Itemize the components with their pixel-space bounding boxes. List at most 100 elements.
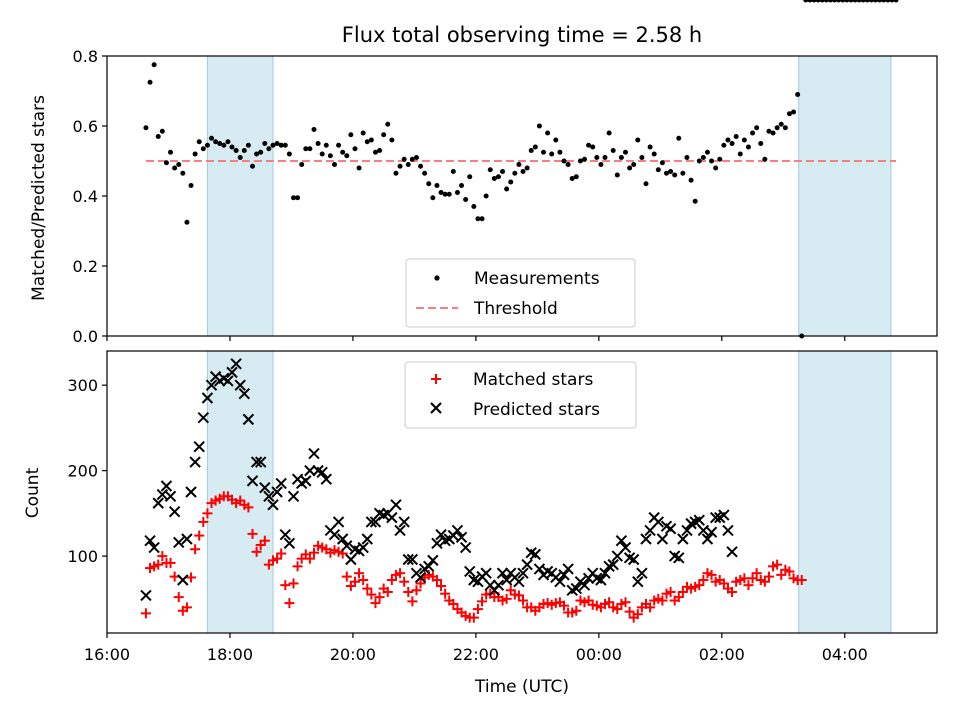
measurement-point bbox=[602, 155, 608, 160]
predicted-star-point bbox=[148, 541, 160, 554]
predicted-star-point bbox=[230, 358, 242, 370]
measurement-point bbox=[176, 162, 182, 167]
measurement-point bbox=[389, 137, 395, 143]
measurement-point bbox=[274, 141, 280, 146]
measurement-point bbox=[172, 165, 178, 171]
predicted-star-point bbox=[554, 576, 566, 588]
predicted-star-point bbox=[185, 486, 197, 498]
measurement-point bbox=[491, 176, 497, 181]
predicted-star-point bbox=[619, 541, 632, 554]
measurement-point bbox=[250, 163, 256, 169]
legend-predicted-marker bbox=[430, 402, 442, 414]
measurement-point bbox=[516, 162, 522, 167]
y-tick-label: 300 bbox=[67, 376, 98, 395]
measurement-point bbox=[524, 165, 530, 171]
predicted-star-point bbox=[181, 533, 193, 545]
predicted-star-point bbox=[664, 523, 677, 535]
measurement-point bbox=[147, 79, 153, 85]
measurement-point bbox=[766, 128, 772, 134]
measurement-point bbox=[303, 146, 309, 152]
predicted-star-point bbox=[451, 524, 464, 537]
matched-star-point bbox=[190, 544, 201, 555]
predicted-star-point bbox=[644, 524, 656, 537]
measurement-point bbox=[512, 170, 518, 176]
measurement-point bbox=[569, 176, 575, 181]
predicted-star-point bbox=[238, 388, 251, 400]
predicted-star-point bbox=[164, 490, 177, 502]
predicted-star-point bbox=[562, 563, 574, 575]
predicted-star-point bbox=[406, 553, 419, 566]
matched-star-point bbox=[403, 586, 414, 597]
predicted-star-point bbox=[246, 475, 259, 487]
measurement-point bbox=[159, 128, 165, 134]
measurement-point bbox=[856, 0, 862, 3]
measurement-point bbox=[754, 125, 760, 131]
predicted-star-point bbox=[271, 486, 283, 498]
measurement-point bbox=[352, 146, 358, 152]
matched-star-point bbox=[747, 573, 758, 584]
measurement-point bbox=[348, 132, 354, 138]
predicted-star-point bbox=[168, 505, 181, 518]
bottom-legend: Matched stars Predicted stars bbox=[404, 361, 637, 429]
top-legend-box bbox=[405, 258, 636, 328]
predicted-star-point bbox=[332, 516, 345, 528]
predicted-star-point bbox=[300, 475, 312, 487]
matched-star-point bbox=[362, 583, 373, 594]
measurement-point bbox=[278, 142, 284, 148]
legend-matched-label: Matched stars bbox=[473, 370, 593, 390]
predicted-star-point bbox=[402, 553, 414, 566]
measurement-point bbox=[377, 148, 383, 153]
predicted-star-point bbox=[459, 541, 472, 554]
matched-star-point bbox=[276, 548, 287, 559]
predicted-star-point bbox=[320, 473, 332, 485]
measurement-point bbox=[262, 141, 268, 146]
measurement-point bbox=[823, 0, 829, 3]
measurement-point bbox=[553, 137, 559, 143]
measurement-point bbox=[762, 156, 768, 162]
measurement-point bbox=[668, 169, 674, 174]
predicted-star-point bbox=[718, 509, 730, 521]
measurement-point bbox=[782, 125, 788, 131]
y-tick-label: 0.4 bbox=[73, 187, 98, 206]
observing-window-shade bbox=[798, 55, 892, 337]
predicted-star-point bbox=[308, 447, 320, 460]
measurement-point bbox=[778, 121, 784, 127]
measurement-point bbox=[155, 134, 161, 139]
predicted-star-point bbox=[341, 540, 353, 552]
y-tick-label: 0.8 bbox=[73, 47, 98, 66]
predicted-star-point bbox=[656, 533, 669, 545]
measurement-point bbox=[418, 163, 424, 169]
measurement-point bbox=[864, 0, 870, 3]
predicted-star-point bbox=[558, 569, 570, 581]
matched-star-point bbox=[280, 580, 291, 591]
matched-star-point bbox=[571, 605, 582, 616]
measurement-point bbox=[618, 155, 624, 160]
measurement-point bbox=[319, 151, 325, 157]
legend-threshold-label: Threshold bbox=[473, 299, 558, 319]
y-tick-label: 0.2 bbox=[73, 257, 98, 276]
measurement-point bbox=[807, 0, 813, 3]
predicted-star-point bbox=[152, 497, 164, 509]
measurement-point bbox=[614, 172, 620, 178]
matched-star-point bbox=[259, 535, 270, 546]
predicted-star-point bbox=[283, 537, 296, 549]
measurement-point bbox=[594, 155, 600, 160]
matched-star-point bbox=[153, 559, 164, 570]
predicted-star-point bbox=[607, 558, 619, 571]
measurement-point bbox=[459, 183, 465, 188]
x-tick-label: 16:00 bbox=[84, 645, 130, 664]
predicted-star-point bbox=[677, 533, 689, 545]
measurement-point bbox=[364, 139, 370, 145]
measurement-point bbox=[254, 151, 260, 157]
measurement-point bbox=[504, 186, 510, 192]
matched-star-point bbox=[198, 516, 209, 527]
measurement-point bbox=[475, 216, 481, 222]
matched-star-point bbox=[657, 595, 668, 606]
measurement-point bbox=[184, 219, 190, 225]
predicted-star-point bbox=[611, 550, 624, 562]
top-panel-shading bbox=[206, 55, 892, 337]
measurement-point bbox=[258, 149, 264, 155]
predicted-star-point bbox=[513, 576, 525, 588]
measurement-point bbox=[151, 62, 157, 68]
measurement-point bbox=[536, 123, 542, 129]
